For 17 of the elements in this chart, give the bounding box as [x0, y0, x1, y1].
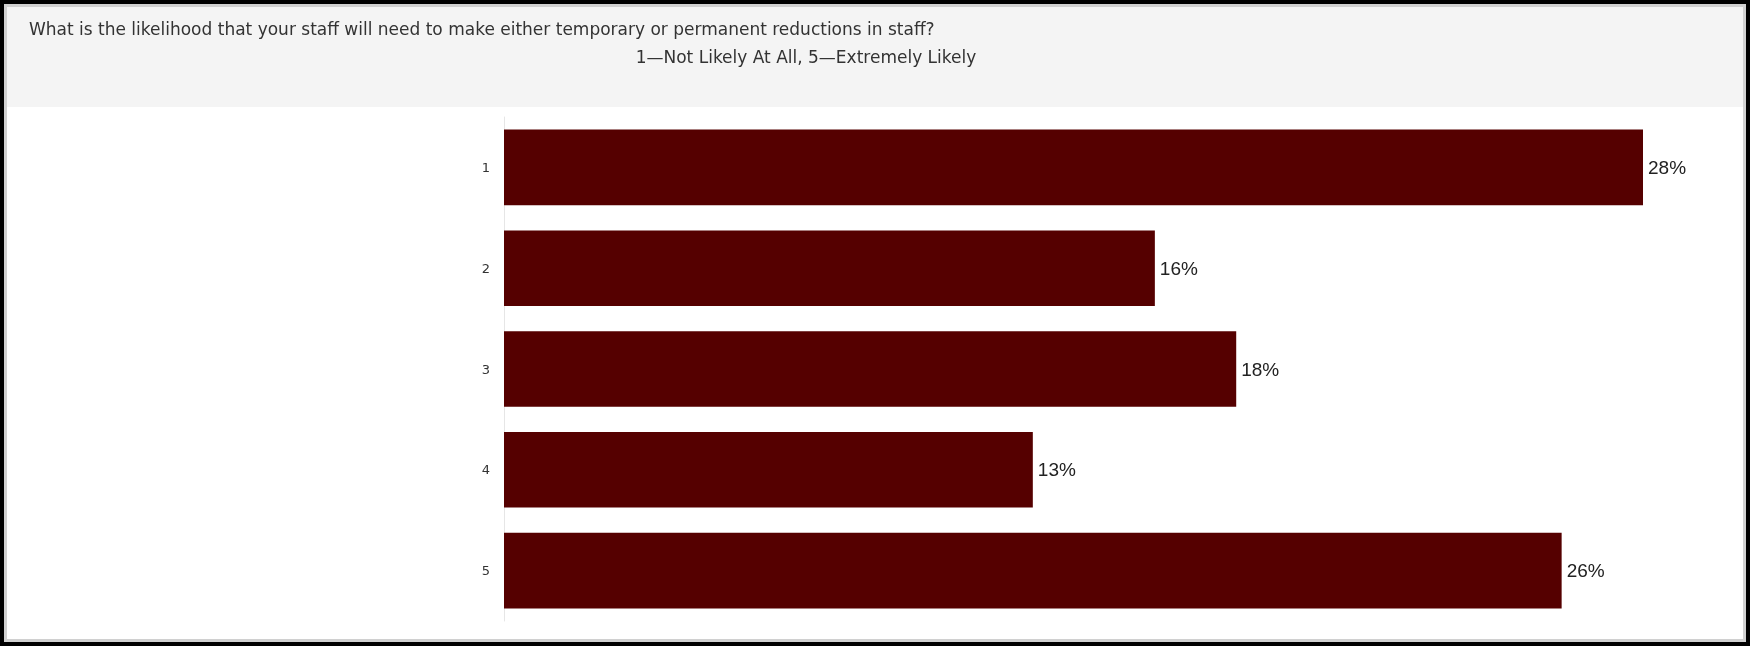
data-label: 18%: [1241, 358, 1280, 380]
chart-title: What is the likelihood that your staff will need to make either temporary or permanent reductions in staff?: [29, 19, 936, 39]
bar: [504, 532, 1562, 609]
y-tick-label: 2: [481, 260, 490, 276]
bar: [504, 129, 1643, 206]
data-label: 16%: [1159, 257, 1198, 279]
y-tick-label: 4: [481, 462, 490, 478]
y-tick-label: 1: [481, 159, 490, 175]
y-tick-label: 3: [481, 361, 490, 377]
y-tick-label: 5: [481, 563, 490, 579]
data-label: 28%: [1648, 156, 1687, 178]
bar: [504, 432, 1033, 508]
data-label: 13%: [1037, 459, 1076, 481]
chart-subtitle: 1—Not Likely At All, 5—Extremely Likely: [634, 47, 978, 67]
bar: [504, 331, 1237, 407]
data-label: 26%: [1566, 560, 1605, 582]
bar: [504, 230, 1155, 306]
